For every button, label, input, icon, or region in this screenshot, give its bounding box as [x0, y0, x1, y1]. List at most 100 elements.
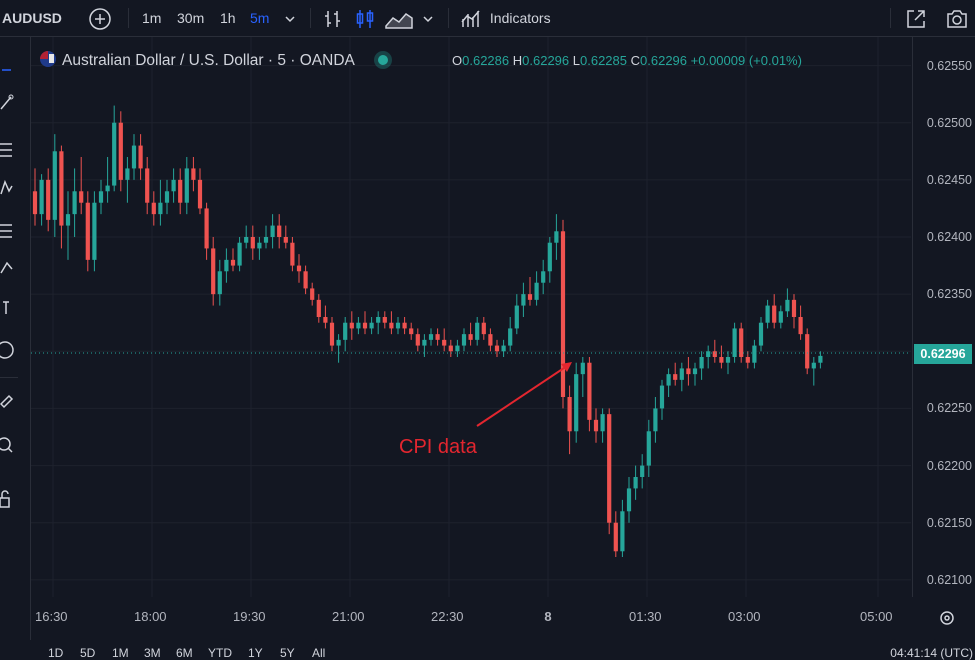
- range-button-3m[interactable]: 3M: [144, 646, 161, 660]
- candle-body: [125, 168, 130, 180]
- symbol-legend[interactable]: Australian Dollar / U.S. Dollar · 5 · OA…: [40, 50, 389, 72]
- text-icon[interactable]: [0, 297, 14, 319]
- emoji-icon[interactable]: [0, 339, 14, 361]
- candle-body: [719, 357, 724, 363]
- candle: [85, 191, 90, 272]
- candle-body: [263, 237, 269, 243]
- candle: [811, 357, 816, 386]
- pattern-icon[interactable]: [0, 177, 14, 199]
- screenshot-button[interactable]: [945, 0, 969, 36]
- candle: [362, 311, 368, 335]
- crosshair-icon[interactable]: [0, 59, 14, 81]
- candle-body: [65, 214, 71, 226]
- candle-body: [138, 145, 143, 169]
- candle-body: [85, 202, 90, 260]
- candle-body: [785, 299, 790, 312]
- candle: [481, 317, 486, 340]
- compare-add-button[interactable]: [88, 0, 112, 36]
- range-button-6m[interactable]: 6M: [176, 646, 193, 660]
- range-button-1m[interactable]: 1M: [112, 646, 129, 660]
- bar-style-button[interactable]: [322, 0, 344, 36]
- clock[interactable]: 04:41:14 (UTC): [890, 646, 973, 660]
- candle-body: [72, 191, 77, 215]
- interval-1h[interactable]: 1h: [220, 10, 236, 26]
- interval-30m[interactable]: 30m: [177, 10, 205, 26]
- candle-body: [448, 345, 453, 352]
- interval-dropdown[interactable]: [284, 0, 296, 36]
- candle: [673, 362, 678, 386]
- candle-body: [362, 322, 368, 329]
- candle-body: [46, 179, 51, 220]
- range-button-1y[interactable]: 1Y: [248, 646, 263, 660]
- chevron-down-icon: [423, 16, 433, 23]
- range-button-all[interactable]: All: [312, 646, 326, 660]
- brush-icon[interactable]: [0, 257, 14, 279]
- candle: [521, 282, 526, 317]
- low-label: L: [572, 53, 580, 68]
- candle-body: [98, 191, 104, 203]
- range-button-1d[interactable]: 1D: [48, 646, 64, 660]
- price-tick-label: 0.62500: [926, 115, 972, 130]
- range-button-5d[interactable]: 5D: [80, 646, 96, 660]
- chart-style-dropdown[interactable]: [422, 0, 434, 36]
- candle-body: [653, 408, 658, 432]
- interval-1m[interactable]: 1m: [142, 10, 162, 26]
- price-axis[interactable]: 0.625500.625000.624500.624000.623500.623…: [912, 37, 975, 597]
- candle: [666, 368, 671, 397]
- candle-body: [270, 225, 275, 237]
- candle-body: [415, 334, 420, 346]
- lock-icon[interactable]: [0, 489, 14, 511]
- prediction-icon[interactable]: [0, 220, 14, 242]
- candle-body: [772, 305, 777, 323]
- candle: [758, 317, 764, 352]
- candle: [752, 339, 757, 369]
- candle: [92, 191, 97, 272]
- candle: [250, 225, 255, 260]
- time-tick-label: 21:00: [332, 609, 365, 624]
- zoom-icon[interactable]: [0, 435, 14, 457]
- candles-icon: [356, 10, 374, 29]
- candle: [224, 248, 229, 283]
- candle-body: [39, 179, 44, 215]
- candle: [125, 157, 130, 203]
- time-tick-label: 18:00: [134, 609, 167, 624]
- candlestick-chart[interactable]: [31, 37, 911, 597]
- fullscreen-button[interactable]: [905, 0, 927, 36]
- fib-icon[interactable]: [0, 139, 14, 161]
- candle-body: [329, 322, 335, 346]
- candle-body: [442, 339, 447, 346]
- time-axis[interactable]: 16:30 18:00 19:30 21:00 22:30 8 01:30 03:00 05:0…: [31, 597, 911, 633]
- candle-body: [567, 397, 572, 432]
- candle: [184, 157, 189, 215]
- candle: [336, 334, 341, 363]
- candle: [560, 219, 566, 409]
- candle: [488, 328, 493, 352]
- indicators-button[interactable]: Indicators: [460, 0, 551, 36]
- trend-line-icon[interactable]: [0, 92, 14, 114]
- candles-style-button[interactable]: [354, 0, 376, 36]
- camera-icon: [947, 10, 967, 29]
- candle-body: [244, 237, 249, 243]
- annotation-arrow: [476, 362, 572, 427]
- symbol-search[interactable]: AUDUSD: [2, 10, 62, 26]
- candle-body: [369, 322, 374, 329]
- area-style-button[interactable]: [384, 0, 414, 36]
- ruler-icon[interactable]: [0, 389, 14, 411]
- candle-body: [699, 357, 704, 369]
- candle-body: [501, 345, 506, 352]
- candle: [455, 339, 460, 357]
- candle: [112, 105, 117, 192]
- candle: [72, 168, 77, 237]
- chevron-down-icon: [285, 16, 295, 23]
- candle: [646, 419, 651, 477]
- range-button-5y[interactable]: 5Y: [280, 646, 295, 660]
- candle-body: [428, 334, 434, 340]
- candle: [65, 191, 71, 260]
- interval-5m[interactable]: 5m: [250, 10, 270, 26]
- candle-body: [818, 355, 823, 363]
- range-button-ytd[interactable]: YTD: [208, 646, 232, 660]
- candle: [587, 357, 592, 432]
- settings-button[interactable]: [938, 609, 956, 632]
- candle-body: [395, 322, 401, 329]
- candle-body: [481, 322, 486, 335]
